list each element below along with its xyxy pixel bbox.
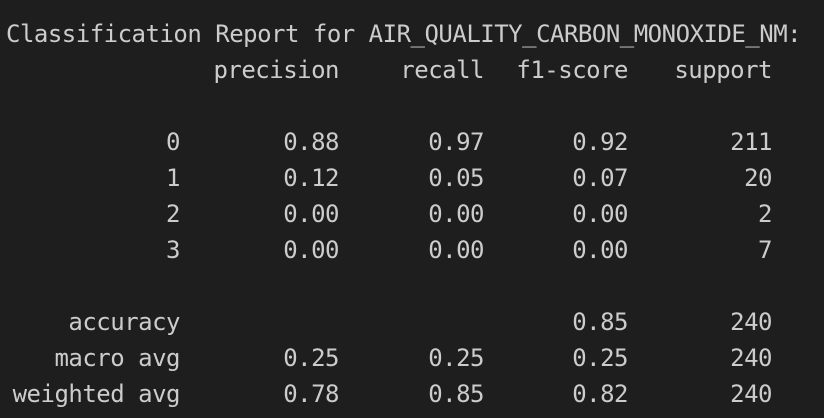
class-label: 3 — [166, 236, 180, 264]
precision-value: 0.00 — [283, 200, 339, 228]
support-value: 211 — [730, 128, 772, 156]
report-title: Classification Report for AIR_QUALITY_CA… — [6, 20, 802, 48]
f1-value: 0.92 — [572, 128, 628, 156]
macro-avg-label: macro avg — [54, 344, 180, 372]
support-value: 240 — [730, 380, 772, 408]
class-label: 0 — [166, 128, 180, 156]
precision-value: 0.00 — [283, 236, 339, 264]
weighted-avg-label: weighted avg — [12, 380, 181, 408]
f1-value: 0.25 — [572, 344, 628, 372]
header-row: precision recall f1-score support — [0, 52, 824, 88]
precision-value: 0.88 — [283, 128, 339, 156]
recall-value: 0.00 — [428, 236, 484, 264]
precision-value: 0.12 — [283, 164, 339, 192]
class-label: 2 — [166, 200, 180, 228]
recall-value: 0.25 — [428, 344, 484, 372]
support-value: 7 — [758, 236, 772, 264]
precision-value: 0.25 — [283, 344, 339, 372]
weighted-avg-row: weighted avg 0.78 0.85 0.82 240 — [0, 376, 824, 412]
f1-value: 0.82 — [572, 380, 628, 408]
support-value: 20 — [744, 164, 772, 192]
accuracy-row: accuracy 0.85 240 — [0, 304, 824, 340]
precision-value: 0.78 — [283, 380, 339, 408]
support-value: 2 — [758, 200, 772, 228]
accuracy-value: 0.85 — [572, 308, 628, 336]
f1-value: 0.00 — [572, 200, 628, 228]
header-support: support — [674, 56, 772, 84]
support-value: 240 — [730, 344, 772, 372]
accuracy-support: 240 — [730, 308, 772, 336]
class-row: 0 0.88 0.97 0.92 211 — [0, 124, 824, 160]
f1-value: 0.00 — [572, 236, 628, 264]
recall-value: 0.85 — [428, 380, 484, 408]
macro-avg-row: macro avg 0.25 0.25 0.25 240 — [0, 340, 824, 376]
class-row: 2 0.00 0.00 0.00 2 — [0, 196, 824, 232]
f1-value: 0.07 — [572, 164, 628, 192]
recall-value: 0.00 — [428, 200, 484, 228]
accuracy-label: accuracy — [68, 308, 180, 336]
recall-value: 0.05 — [428, 164, 484, 192]
header-precision: precision — [213, 56, 339, 84]
header-f1-score: f1-score — [516, 56, 628, 84]
header-recall: recall — [400, 56, 484, 84]
class-row: 3 0.00 0.00 0.00 7 — [0, 232, 824, 268]
class-label: 1 — [166, 164, 180, 192]
class-row: 1 0.12 0.05 0.07 20 — [0, 160, 824, 196]
recall-value: 0.97 — [428, 128, 484, 156]
